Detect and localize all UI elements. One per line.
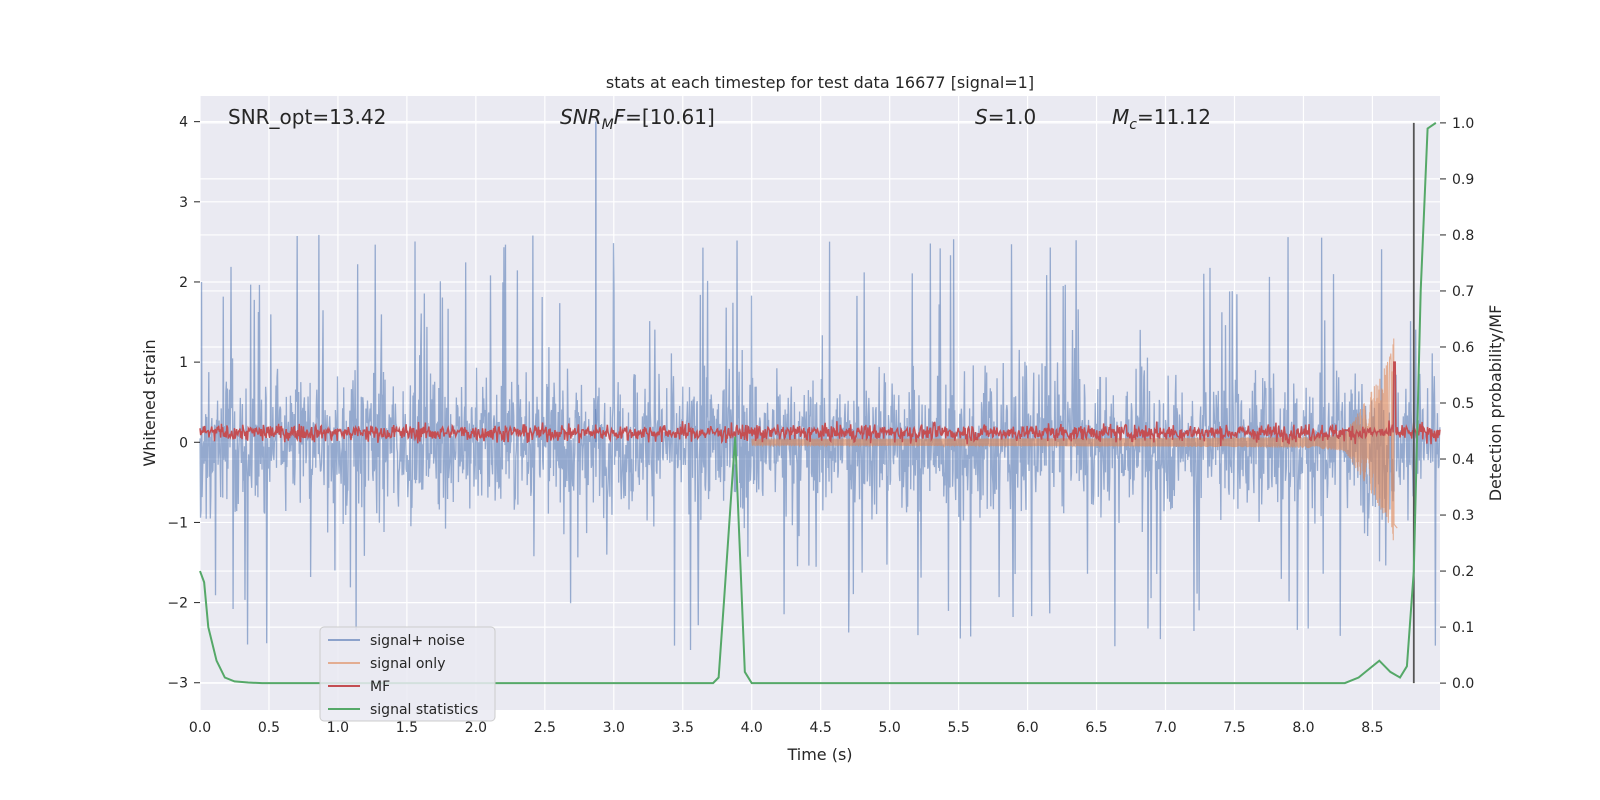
x-tick-label: 0.0 xyxy=(189,720,211,736)
y-tick-label: 3 xyxy=(179,195,188,211)
x-tick-label: 2.0 xyxy=(465,720,487,736)
legend-label-signal-noise: signal+ noise xyxy=(370,633,465,649)
annotation-snr-mf: SNRMF=[10.61] xyxy=(560,105,715,133)
legend-box xyxy=(319,626,496,722)
legend-label-mf: MF xyxy=(370,679,390,695)
x-tick-label: 8.0 xyxy=(1292,720,1314,736)
x-tick-label: 4.5 xyxy=(810,720,832,736)
x-tick-label: 7.5 xyxy=(1223,720,1245,736)
y2-tick-label: 0.8 xyxy=(1452,228,1474,244)
x-tick-label: 5.5 xyxy=(947,720,969,736)
y-tick-label: 2 xyxy=(179,275,188,291)
annotation-snr-opt: SNR_opt=13.42 xyxy=(228,105,386,129)
y-tick-label: 0 xyxy=(179,435,188,451)
y2-tick-label: 0.6 xyxy=(1452,340,1474,356)
ticks: 0.0 0.5 1.0 1.5 2.0 2.5 3.0 3.5 4.0 4.5 5.0 5.5 6.0 6… xyxy=(167,115,1474,736)
y2-tick-label: 0.7 xyxy=(1452,284,1474,300)
x-tick-label: 6.0 xyxy=(1016,720,1038,736)
y2-tick-label: 0.0 xyxy=(1452,676,1474,692)
x-tick-label: 4.0 xyxy=(741,720,763,736)
annotation-s-value: =1.0 xyxy=(988,105,1037,129)
x-tick-label: 5.0 xyxy=(879,720,901,736)
y-tick-label: 1 xyxy=(179,355,188,371)
x-tick-label: 0.5 xyxy=(258,720,280,736)
y-tick-label: −3 xyxy=(167,676,188,692)
y2-tick-label: 0.3 xyxy=(1452,508,1474,524)
y-tick-label: −2 xyxy=(167,596,188,612)
x-tick-label: 6.5 xyxy=(1085,720,1107,736)
y2-tick-label: 0.2 xyxy=(1452,564,1474,580)
legend-label-signal-statistics: signal statistics xyxy=(370,702,478,718)
legend-label-signal-only: signal only xyxy=(370,656,445,672)
x-axis-label: Time (s) xyxy=(786,745,852,764)
y2-tick-label: 0.1 xyxy=(1452,620,1474,636)
y2-axis-label: Detection probability/MF xyxy=(1486,305,1505,502)
x-tick-label: 3.5 xyxy=(672,720,694,736)
annotation-mc: Mc=11.12 xyxy=(1112,105,1211,133)
x-tick-label: 1.0 xyxy=(327,720,349,736)
y2-tick-label: 0.4 xyxy=(1452,452,1474,468)
y-tick-label: −1 xyxy=(167,515,188,531)
y-tick-label: 4 xyxy=(179,115,188,131)
series-mf xyxy=(199,361,1441,447)
x-tick-label: 2.5 xyxy=(534,720,556,736)
chart-title: stats at each timestep for test data 166… xyxy=(606,73,1034,92)
legend: signal+ noise signal only MF signal stat… xyxy=(319,626,496,722)
annotation-s: S=1.0 xyxy=(975,105,1036,129)
y2-tick-label: 1.0 xyxy=(1452,116,1474,132)
x-tick-label: 3.0 xyxy=(603,720,625,736)
series-signal-statistics xyxy=(199,122,1437,685)
x-tick-label: 1.5 xyxy=(396,720,418,736)
x-tick-label: 8.5 xyxy=(1361,720,1383,736)
y2-tick-label: 0.9 xyxy=(1452,172,1474,188)
annotation-mc-value: =11.12 xyxy=(1137,105,1211,129)
annotation-snr-mf-value: =[10.61] xyxy=(625,105,715,129)
y2-tick-label: 0.5 xyxy=(1452,396,1474,412)
x-tick-label: 7.0 xyxy=(1154,720,1176,736)
y-axis-label: Whitened strain xyxy=(140,339,159,466)
traces xyxy=(199,121,1441,685)
